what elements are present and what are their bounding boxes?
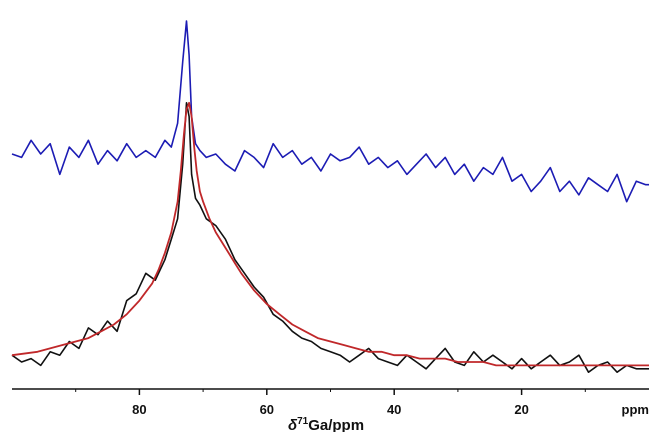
x-unit-label: ppm: [622, 402, 649, 417]
series-line-upper-trace: [11, 20, 649, 203]
x-tick-label: 20: [514, 402, 528, 417]
x-tick-label: 40: [387, 402, 401, 417]
x-axis-title-mass: 71: [297, 416, 309, 427]
x-tick-label: 80: [132, 402, 146, 417]
series-line-fit: [11, 101, 649, 367]
x-axis-title-symbol: δ: [288, 417, 298, 432]
series-layer: [11, 20, 649, 373]
x-tick-label: 60: [260, 402, 274, 417]
series-line-lower-trace: [11, 102, 649, 373]
tick-layer: 80 60 40 20: [75, 389, 586, 417]
x-axis-title: δ71Ga/ppm: [288, 416, 364, 432]
x-axis-title-rest: Ga/ppm: [308, 417, 364, 432]
